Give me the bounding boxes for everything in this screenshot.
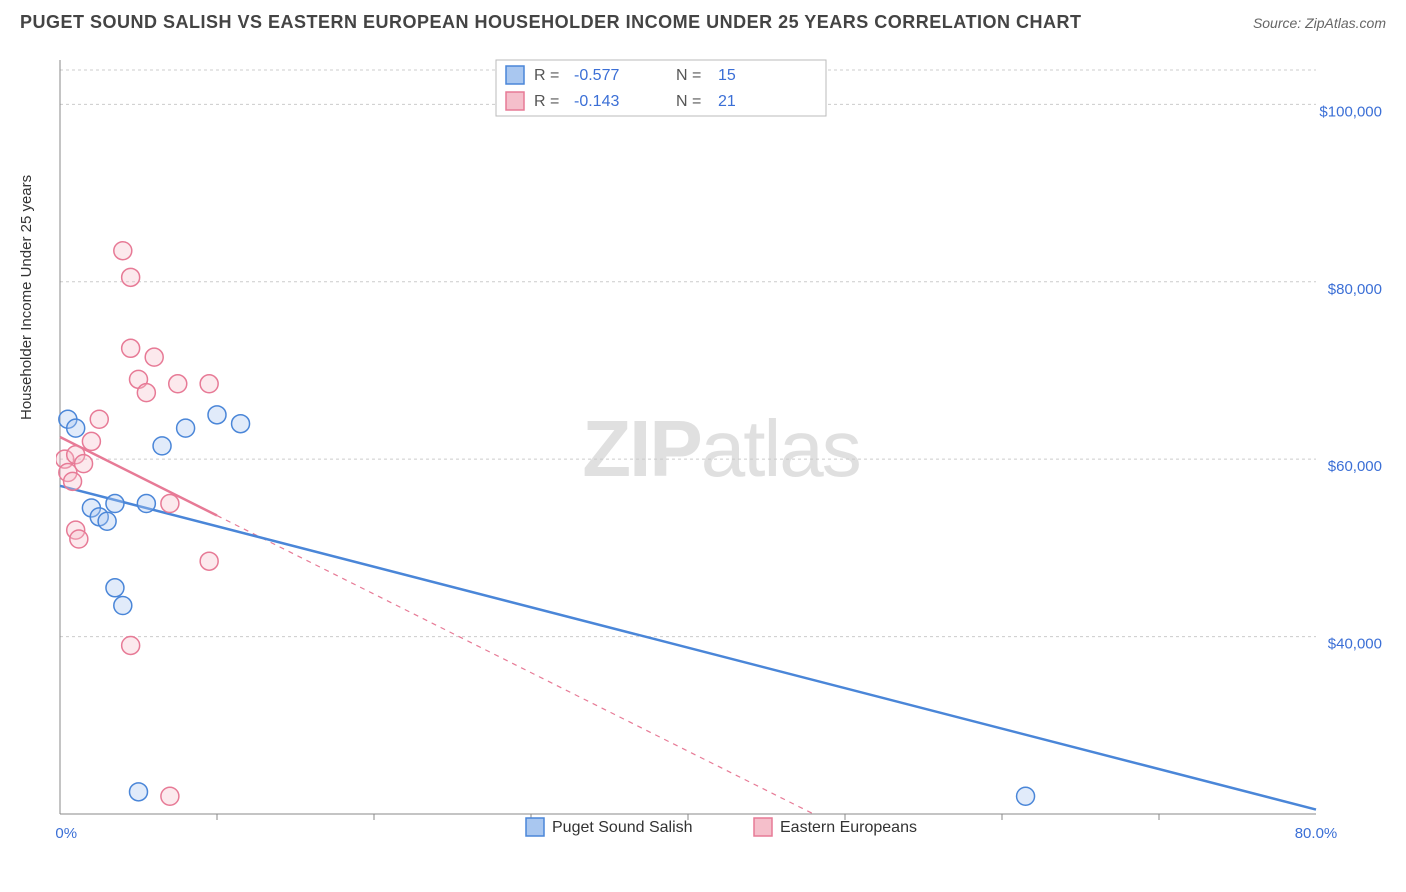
stat-swatch	[506, 92, 524, 110]
chart-svg: $40,000 $60,000 $80,000 $100,000 0.0% 80.0% R …	[56, 54, 1386, 844]
stat-r-label: R =	[534, 67, 559, 84]
scatter-point	[145, 348, 163, 366]
y-axis-label: Householder Income Under 25 years	[18, 175, 35, 420]
scatter-point	[114, 597, 132, 615]
scatter-point	[114, 242, 132, 260]
scatter-point	[75, 455, 93, 473]
legend-swatch	[754, 818, 772, 836]
stat-n-label: N =	[676, 93, 701, 110]
stat-r-label: R =	[534, 93, 559, 110]
scatter-point	[130, 783, 148, 801]
stat-n-value: 15	[718, 67, 736, 84]
scatter-point	[200, 552, 218, 570]
legend-label: Puget Sound Salish	[552, 819, 693, 836]
scatter-point	[90, 410, 108, 428]
y-tick-label: $80,000	[1328, 281, 1382, 298]
scatter-point	[106, 579, 124, 597]
scatter-point	[122, 339, 140, 357]
scatter-point	[200, 375, 218, 393]
legend-swatch	[526, 818, 544, 836]
x-tick-label: 0.0%	[56, 825, 77, 842]
scatter-point	[82, 432, 100, 450]
y-tick-label: $60,000	[1328, 458, 1382, 475]
source-attribution: Source: ZipAtlas.com	[1253, 15, 1386, 31]
legend-label: Eastern Europeans	[780, 819, 917, 836]
stat-r-value: -0.143	[574, 93, 619, 110]
scatter-point	[169, 375, 187, 393]
scatter-point	[122, 268, 140, 286]
trend-line-extrapolated	[217, 516, 814, 814]
y-tick-label: $40,000	[1328, 636, 1382, 653]
chart-title: PUGET SOUND SALISH VS EASTERN EUROPEAN H…	[20, 12, 1081, 33]
scatter-point	[137, 495, 155, 513]
scatter-point	[106, 495, 124, 513]
scatter-point	[1017, 787, 1035, 805]
stat-swatch	[506, 66, 524, 84]
stat-n-label: N =	[676, 67, 701, 84]
chart-area: ZIPatlas $40,000$60,000$80,000$100,0000.…	[56, 54, 1386, 844]
scatter-point	[70, 530, 88, 548]
scatter-point	[122, 636, 140, 654]
scatter-point	[153, 437, 171, 455]
scatter-point	[98, 512, 116, 530]
scatter-point	[161, 787, 179, 805]
scatter-point	[232, 415, 250, 433]
stat-r-value: -0.577	[574, 67, 619, 84]
scatter-point	[137, 384, 155, 402]
scatter-point	[208, 406, 226, 424]
trend-line	[60, 486, 1316, 810]
scatter-point	[161, 495, 179, 513]
scatter-point	[67, 419, 85, 437]
x-tick-label: 80.0%	[1295, 825, 1338, 842]
scatter-point	[64, 472, 82, 490]
scatter-point	[177, 419, 195, 437]
y-tick-label: $100,000	[1319, 103, 1382, 120]
stat-n-value: 21	[718, 93, 736, 110]
